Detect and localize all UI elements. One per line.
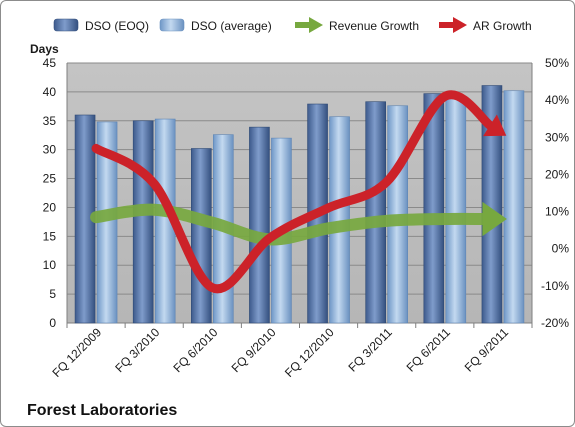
bar-dso-average	[445, 96, 467, 324]
legend-swatch-dso-average	[159, 18, 185, 32]
bar-dso-eoq	[249, 126, 270, 324]
arrowhead-ar-growth	[483, 114, 507, 137]
legend-label-dso-eoq: DSO (EOQ)	[85, 19, 149, 33]
x-tick-label: FQ 3/2011	[345, 325, 395, 375]
left-tick-label: 45	[43, 56, 57, 70]
legend-swatch-ar-growth	[439, 17, 467, 33]
legend-label-ar-growth: AR Growth	[473, 19, 532, 33]
right-tick-label: -10%	[541, 279, 569, 293]
x-tick-label: FQ 6/2011	[404, 325, 454, 375]
legend-item-revenue-growth: Revenue Growth	[295, 17, 419, 33]
arrowhead-revenue-growth	[482, 201, 507, 237]
x-tick-label: FQ 9/2010	[229, 325, 279, 375]
legend-item-dso-average: DSO (average)	[159, 18, 272, 33]
left-tick-label: 25	[43, 172, 57, 186]
right-tick-label: 0%	[552, 242, 570, 256]
bar-dso-eoq	[423, 93, 445, 324]
left-tick-label: 20	[43, 200, 57, 214]
bar-dso-eoq	[481, 85, 503, 324]
x-axis-ticks: FQ 12/2009 FQ 3/2010 FQ 6/2010 FQ 9/2010 FQ …	[49, 323, 533, 380]
right-tick-label: 10%	[545, 205, 569, 219]
left-tick-label: 5	[49, 287, 56, 301]
y-axis-title: Days	[30, 42, 59, 56]
x-tick-label: FQ 3/2010	[112, 325, 162, 375]
left-tick-label: 15	[43, 229, 57, 243]
right-tick-label: 50%	[545, 56, 569, 70]
right-tick-label: -20%	[541, 316, 569, 330]
left-axis-ticks: 0 5 10 15 20 25 30 35 40 45	[43, 56, 57, 330]
line-ar-growth	[91, 90, 495, 294]
x-tick-label: FQ 6/2010	[170, 325, 220, 375]
x-tick-label: FQ 12/2009	[49, 325, 104, 380]
line-revenue-growth	[90, 203, 489, 246]
left-tick-label: 10	[43, 258, 57, 272]
legend-label-dso-average: DSO (average)	[191, 19, 272, 33]
x-tick-label: FQ 12/2010	[282, 325, 337, 380]
left-tick-label: 30	[43, 143, 57, 157]
left-tick-label: 0	[49, 316, 56, 330]
bar-dso-eoq	[191, 148, 212, 324]
left-tick-label: 35	[43, 114, 57, 128]
right-tick-label: 30%	[545, 130, 569, 144]
bar-dso-eoq	[132, 120, 154, 324]
legend: DSO (EOQ) DSO (average) Revenue Growth A…	[53, 17, 532, 33]
x-tick-label: FQ 9/2011	[462, 325, 512, 375]
bar-dso-average	[503, 90, 525, 324]
legend-swatch-dso-eoq	[53, 18, 79, 32]
bar-dso-eoq	[365, 101, 386, 324]
legend-swatch-revenue-growth	[295, 17, 323, 33]
right-tick-label: 20%	[545, 167, 569, 181]
legend-item-ar-growth: AR Growth	[439, 17, 532, 33]
right-tick-label: 40%	[545, 93, 569, 107]
legend-label-revenue-growth: Revenue Growth	[329, 19, 419, 33]
legend-item-dso-eoq: DSO (EOQ)	[53, 18, 149, 33]
line-series	[90, 90, 507, 294]
left-tick-label: 40	[43, 85, 57, 99]
right-axis-ticks: -20% -10% 0% 10% 20% 30% 40% 50%	[541, 56, 569, 330]
company-name: Forest Laboratories	[27, 402, 177, 419]
